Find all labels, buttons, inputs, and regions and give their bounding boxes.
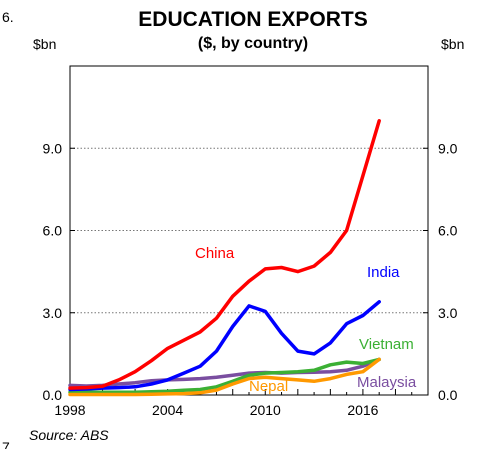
y-axis-unit-left: $bn — [33, 36, 56, 52]
figure-number: 6. — [2, 9, 14, 25]
y-tick-label-left: 0.0 — [43, 387, 63, 403]
axis-ticks: 0.0 0.0 3.0 3.0 6.0 6.0 9.0 9.0 1998 2004 2010 2016 — [43, 140, 458, 418]
y-tick-label-right: 0.0 — [438, 387, 458, 403]
series-line-vietnam — [68, 357, 381, 395]
y-tick-label-left: 6.0 — [43, 223, 63, 239]
x-tick-label: 2010 — [250, 402, 281, 418]
series-label-malaysia: Malaysia — [357, 374, 417, 391]
series-label-nepal: Nepal — [249, 378, 288, 395]
y-tick-label-right: 9.0 — [438, 140, 458, 156]
series-lines — [68, 119, 381, 397]
series-line-nepal — [68, 357, 381, 397]
y-axis-unit-right: $bn — [441, 36, 464, 52]
y-tick-label-right: 6.0 — [438, 223, 458, 239]
source-note: Source: ABS — [29, 427, 109, 443]
y-tick-label-right: 3.0 — [438, 305, 458, 321]
x-tick-label: 2016 — [347, 402, 378, 418]
y-tick-label-left: 3.0 — [43, 305, 63, 321]
x-tick-label: 1998 — [54, 402, 85, 418]
series-line-malaysia — [68, 357, 381, 388]
series-label-china: China — [195, 245, 235, 262]
chart-title: EDUCATION EXPORTS — [138, 8, 367, 31]
series-label-india: India — [367, 264, 400, 281]
series-label-vietnam: Vietnam — [359, 336, 414, 353]
y-tick-label-left: 9.0 — [43, 140, 63, 156]
gridlines — [70, 147, 428, 314]
series-line-india — [68, 300, 381, 392]
series-line-china — [68, 119, 381, 390]
x-tick-label: 2004 — [152, 402, 183, 418]
chart-subtitle: ($, by country) — [198, 35, 308, 52]
corner-mark: 7 — [2, 439, 10, 449]
